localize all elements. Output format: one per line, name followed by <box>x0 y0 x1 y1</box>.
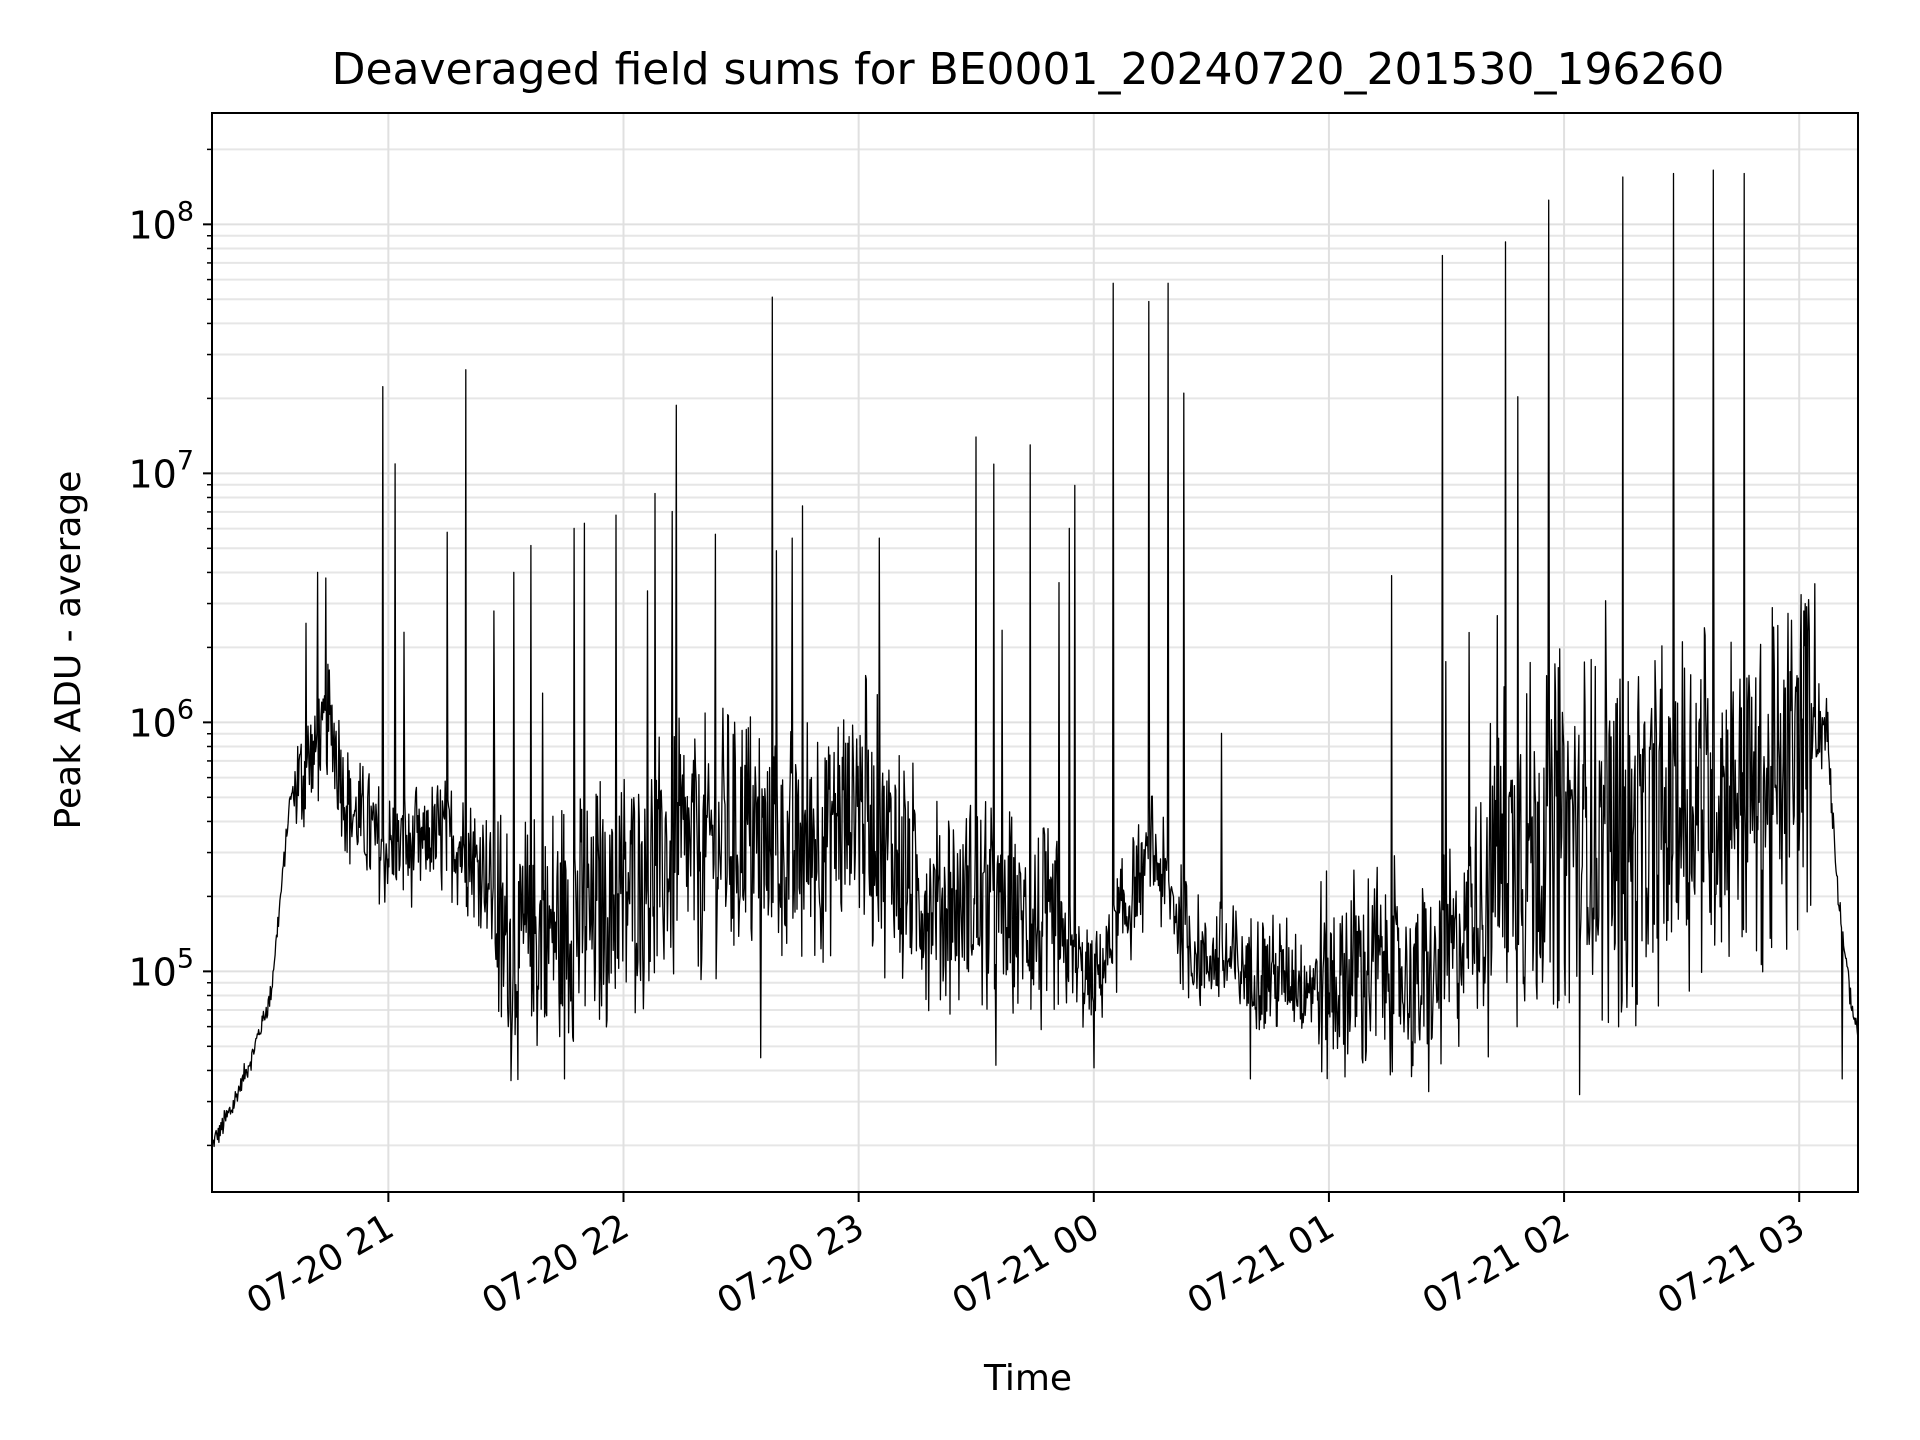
series-line <box>211 169 1859 1148</box>
y-tick-label: 106 <box>128 694 194 745</box>
plot-frame <box>211 112 1859 1193</box>
y-axis-label: Peak ADU - average <box>48 471 89 830</box>
y-tick-label: 105 <box>128 943 194 994</box>
y-tick-label: 108 <box>128 196 194 247</box>
y-tick-label: 107 <box>128 445 194 496</box>
series-line-layer <box>211 169 1859 1148</box>
chart-title: Deaveraged field sums for BE0001_2024072… <box>332 44 1725 95</box>
x-axis-label: Time <box>983 1358 1072 1399</box>
